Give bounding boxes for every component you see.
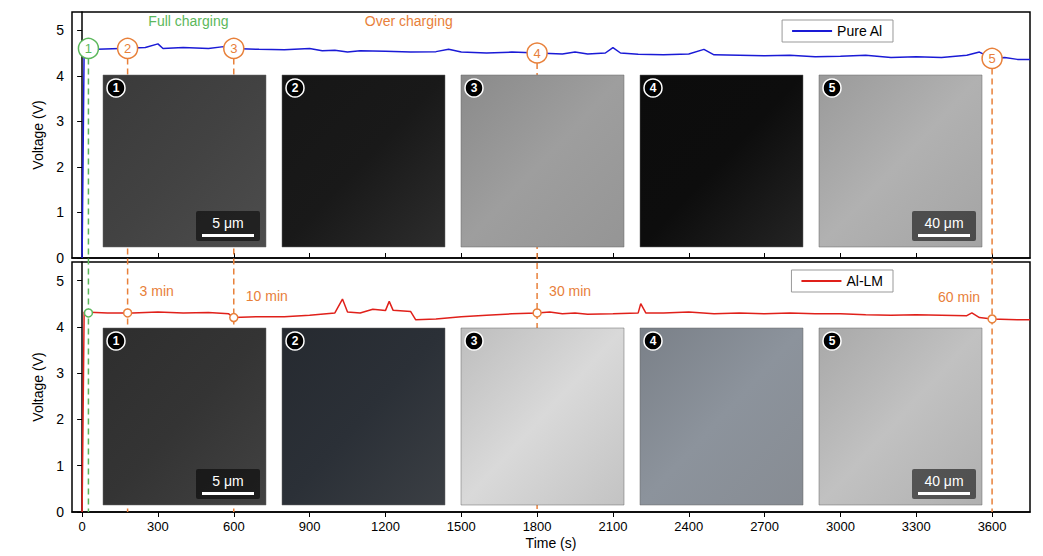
svg-text:3000: 3000 <box>826 519 855 534</box>
svg-text:5: 5 <box>829 334 836 348</box>
svg-text:2400: 2400 <box>674 519 703 534</box>
svg-text:0: 0 <box>56 504 64 520</box>
svg-text:1500: 1500 <box>447 519 476 534</box>
svg-text:2: 2 <box>56 411 64 427</box>
svg-text:3: 3 <box>471 334 478 348</box>
svg-text:3: 3 <box>230 41 237 56</box>
svg-text:2: 2 <box>292 334 299 348</box>
svg-text:2700: 2700 <box>750 519 779 534</box>
svg-text:5: 5 <box>988 51 995 66</box>
svg-text:40 μm: 40 μm <box>924 473 963 489</box>
svg-text:4: 4 <box>650 81 657 95</box>
svg-text:5: 5 <box>56 22 64 38</box>
svg-text:Time (s): Time (s) <box>526 535 577 551</box>
svg-text:2: 2 <box>56 159 64 175</box>
svg-text:2100: 2100 <box>598 519 627 534</box>
svg-text:Full charging: Full charging <box>148 13 228 29</box>
svg-text:1: 1 <box>85 41 92 56</box>
svg-text:5: 5 <box>829 81 836 95</box>
svg-text:3 min: 3 min <box>140 283 174 299</box>
svg-text:1: 1 <box>56 204 64 220</box>
svg-text:Pure Al: Pure Al <box>837 23 882 39</box>
svg-text:3600: 3600 <box>978 519 1007 534</box>
svg-text:300: 300 <box>147 519 169 534</box>
svg-text:3: 3 <box>56 113 64 129</box>
svg-text:1800: 1800 <box>523 519 552 534</box>
svg-text:1200: 1200 <box>371 519 400 534</box>
svg-text:4: 4 <box>533 46 540 61</box>
svg-text:3: 3 <box>56 365 64 381</box>
svg-text:5: 5 <box>56 273 64 289</box>
svg-text:5 μm: 5 μm <box>212 473 243 489</box>
svg-text:2: 2 <box>124 41 131 56</box>
svg-text:1: 1 <box>113 334 120 348</box>
svg-text:30 min: 30 min <box>549 283 591 299</box>
svg-text:Voltage (V): Voltage (V) <box>30 100 46 169</box>
svg-text:600: 600 <box>223 519 245 534</box>
svg-text:Over charging: Over charging <box>365 13 453 29</box>
svg-text:4: 4 <box>56 319 64 335</box>
svg-text:4: 4 <box>650 334 657 348</box>
svg-text:Voltage (V): Voltage (V) <box>30 352 46 421</box>
svg-text:2: 2 <box>292 81 299 95</box>
svg-text:4: 4 <box>56 68 64 84</box>
svg-text:3: 3 <box>471 81 478 95</box>
svg-text:Al-LM: Al-LM <box>846 273 883 289</box>
svg-text:900: 900 <box>299 519 321 534</box>
svg-text:0: 0 <box>78 519 85 534</box>
svg-text:1: 1 <box>113 81 120 95</box>
svg-text:60 min: 60 min <box>938 289 980 305</box>
svg-text:1: 1 <box>56 458 64 474</box>
svg-text:10 min: 10 min <box>246 288 288 304</box>
svg-text:3300: 3300 <box>902 519 931 534</box>
svg-text:0: 0 <box>56 250 64 266</box>
svg-text:40 μm: 40 μm <box>924 215 963 231</box>
svg-text:5 μm: 5 μm <box>212 215 243 231</box>
